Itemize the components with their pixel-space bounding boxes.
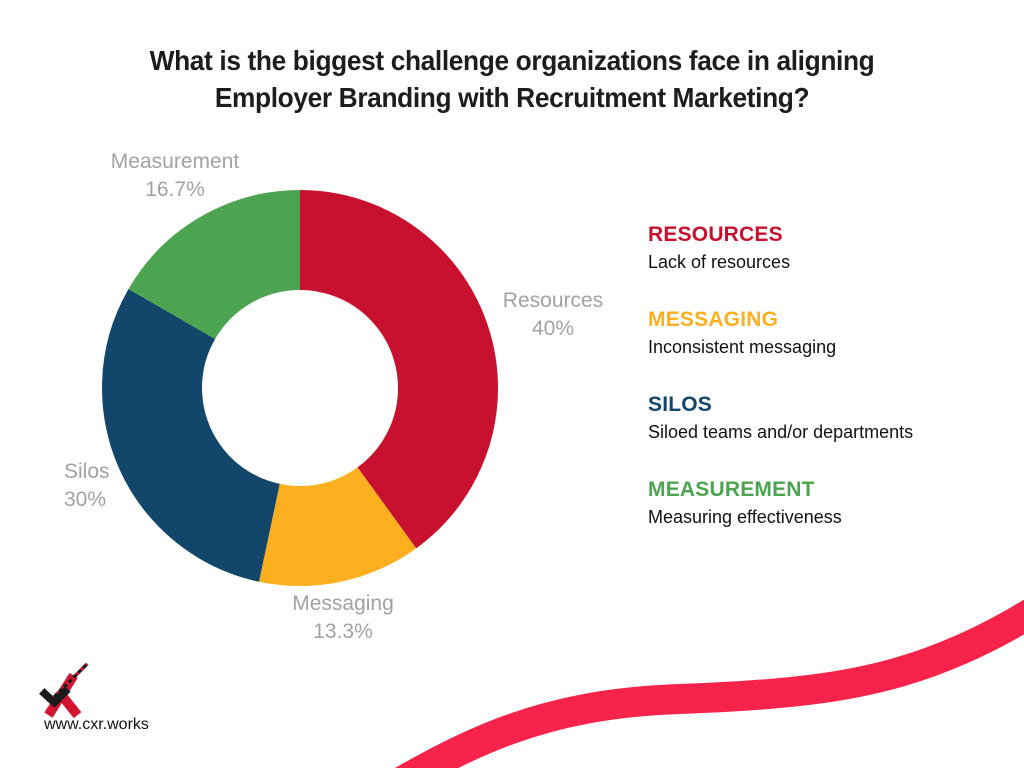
slice-label-pct: 13.3% (313, 620, 373, 643)
donut-slices (102, 190, 498, 586)
title-line-2: Employer Branding with Recruitment Marke… (214, 82, 810, 113)
slice-label-messaging: Messaging 13.3% (292, 590, 394, 646)
logo-black-check (39, 686, 71, 708)
legend-item-resources: RESOURCES Lack of resources (648, 223, 913, 274)
slice-label-resources: Resources 40% (503, 287, 603, 343)
slice-label-pct: 16.7% (145, 178, 205, 201)
slice-label-pct: 40% (531, 317, 575, 340)
slice-label-name: Measurement (110, 150, 240, 173)
legend-description: Measuring effectiveness (648, 507, 842, 527)
slice-label-name: Messaging (292, 592, 394, 615)
legend-item-measurement: MEASUREMENT Measuring effectiveness (648, 478, 913, 529)
page-title: What is the biggest challenge organizati… (31, 42, 994, 116)
legend-description: Siloed teams and/or departments (648, 422, 914, 442)
slice-label-measurement: Measurement 16.7% (111, 148, 239, 204)
legend-heading: MEASUREMENT (648, 478, 815, 501)
donut-slice-messaging (102, 190, 498, 586)
title-line-1: What is the biggest challenge organizati… (149, 45, 875, 76)
slice-label-name: Silos (64, 460, 110, 483)
legend: RESOURCES Lack of resources MESSAGING In… (648, 223, 913, 563)
donut-chart (102, 190, 498, 586)
legend-heading: SILOS (648, 393, 713, 416)
donut-slice-silos (102, 190, 498, 586)
donut-slice-measurement (102, 190, 498, 586)
legend-item-messaging: MESSAGING Inconsistent messaging (648, 308, 913, 359)
slice-label-silos: Silos 30% (64, 458, 110, 514)
legend-description: Lack of resources (648, 252, 791, 272)
legend-description: Inconsistent messaging (648, 337, 837, 357)
cxr-logo-icon (39, 662, 89, 719)
slice-label-pct: 30% (64, 488, 107, 511)
ribbon-curve (394, 599, 1024, 768)
slice-label-name: Resources (502, 289, 604, 312)
legend-heading: MESSAGING (648, 308, 779, 331)
legend-heading: RESOURCES (648, 223, 783, 246)
website-url: www.cxr.works (44, 716, 149, 733)
logo-striped-arm-stripes (51, 662, 89, 700)
legend-item-silos: SILOS Siloed teams and/or departments (648, 393, 913, 444)
